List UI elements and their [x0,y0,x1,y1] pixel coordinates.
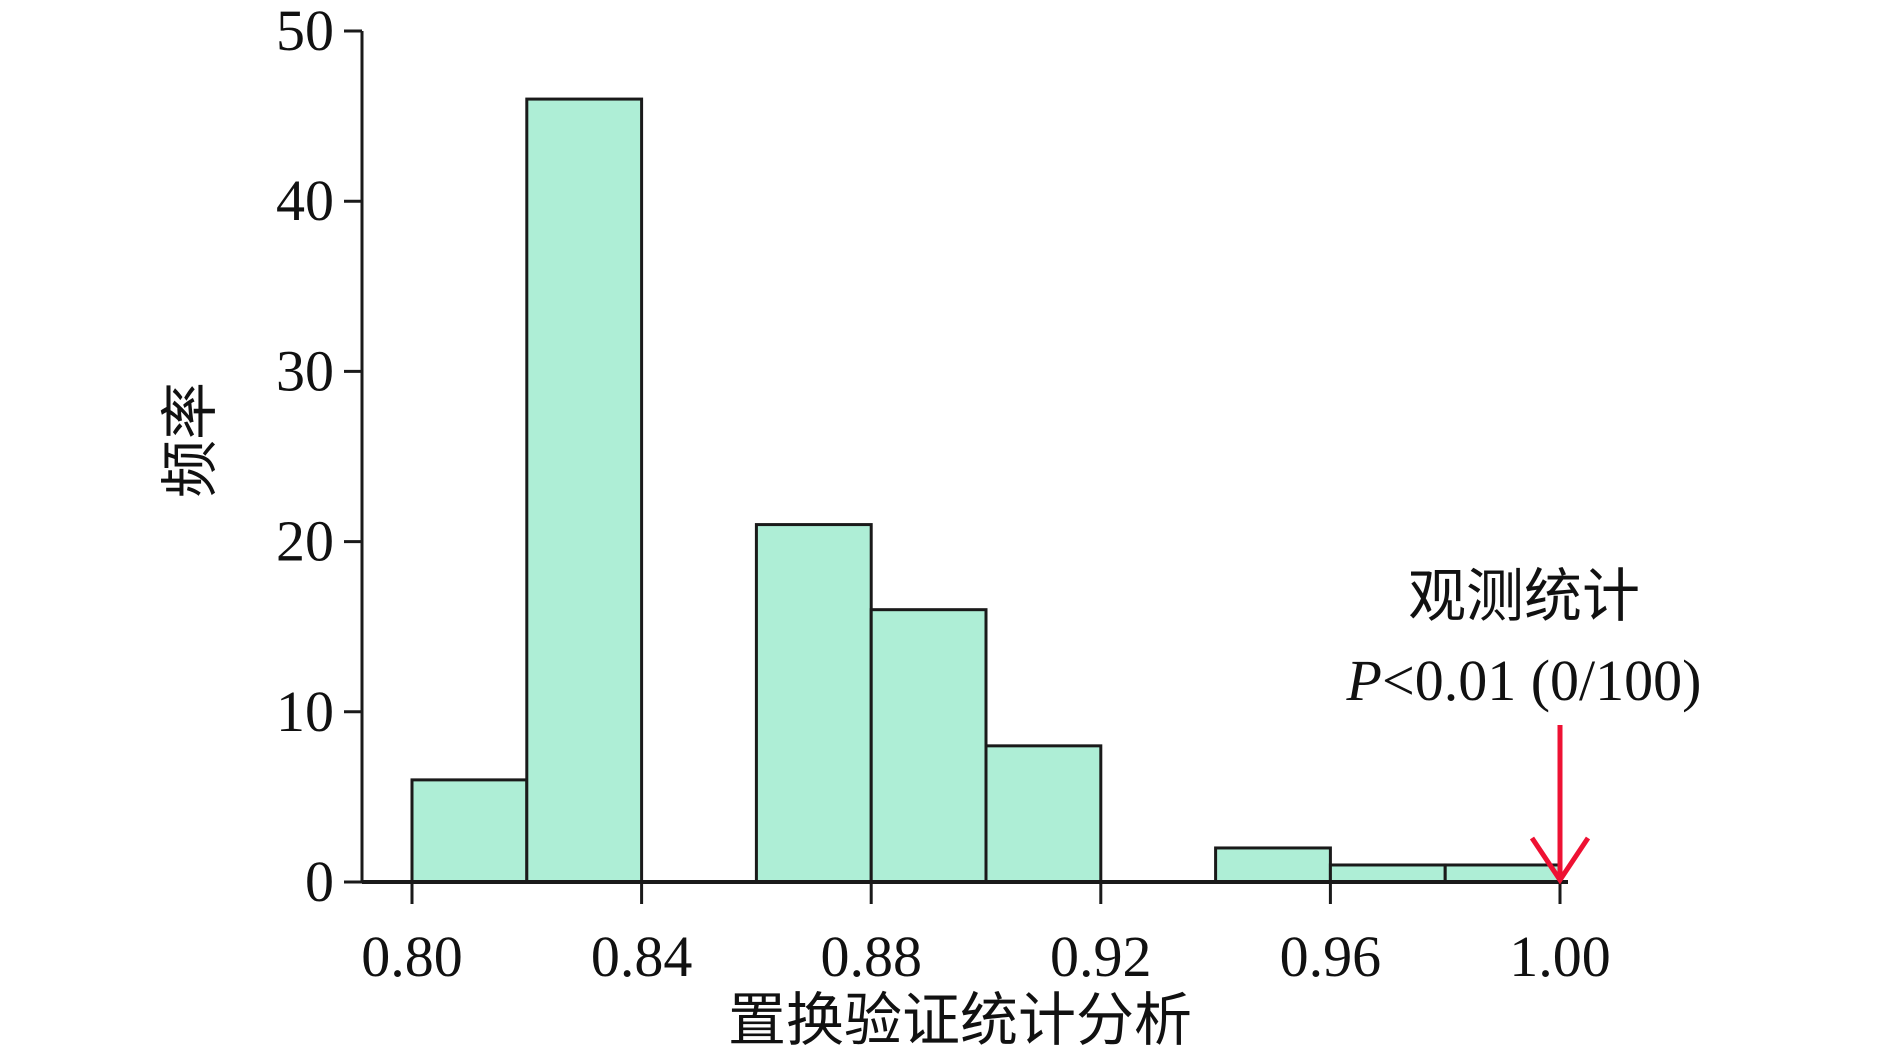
ticks-layer: 0 10 20 30 40 50 0.80 0.84 0.88 0.92 0.96 1.00 [276,0,1611,989]
y-tick-label: 0 [305,849,334,914]
histogram-bar [869,608,988,884]
histogram-bar [754,523,873,884]
y-tick-label: 20 [276,509,334,574]
histogram-bar [1214,846,1332,884]
x-axis-title: 置换验证统计分析 [728,988,1192,1053]
histogram-bar [410,778,529,884]
axes-layer [360,31,1568,884]
y-tick-label: 10 [276,679,334,744]
arrow-head [1529,836,1591,885]
x-tick-label: 0.92 [1050,924,1152,989]
bars-layer [410,97,1562,884]
x-tick-label: 0.88 [820,924,922,989]
x-tick-label: 0.84 [591,924,693,989]
y-tick-label: 30 [276,338,334,403]
observed-statistic-annotation: 观测统计 P<0.01 (0/100) [1346,564,1702,885]
histogram-bar [984,744,1103,884]
annotation-title: 观测统计 [1408,564,1640,629]
y-tick-label: 40 [276,168,334,233]
p-symbol: P [1346,648,1382,713]
x-tick-label: 0.80 [361,924,463,989]
x-tick-label: 1.00 [1509,924,1611,989]
histogram-bar [1443,863,1562,884]
y-axis-title: 频率 [158,382,223,498]
observed-arrow [1529,725,1591,885]
annotation-p-value: P<0.01 (0/100) [1346,648,1702,713]
histogram-bar [525,97,644,884]
p-value-text: <0.01 (0/100) [1382,648,1701,713]
histogram-bar [1328,863,1447,884]
x-tick-label: 0.96 [1280,924,1382,989]
y-tick-label: 50 [276,0,334,63]
